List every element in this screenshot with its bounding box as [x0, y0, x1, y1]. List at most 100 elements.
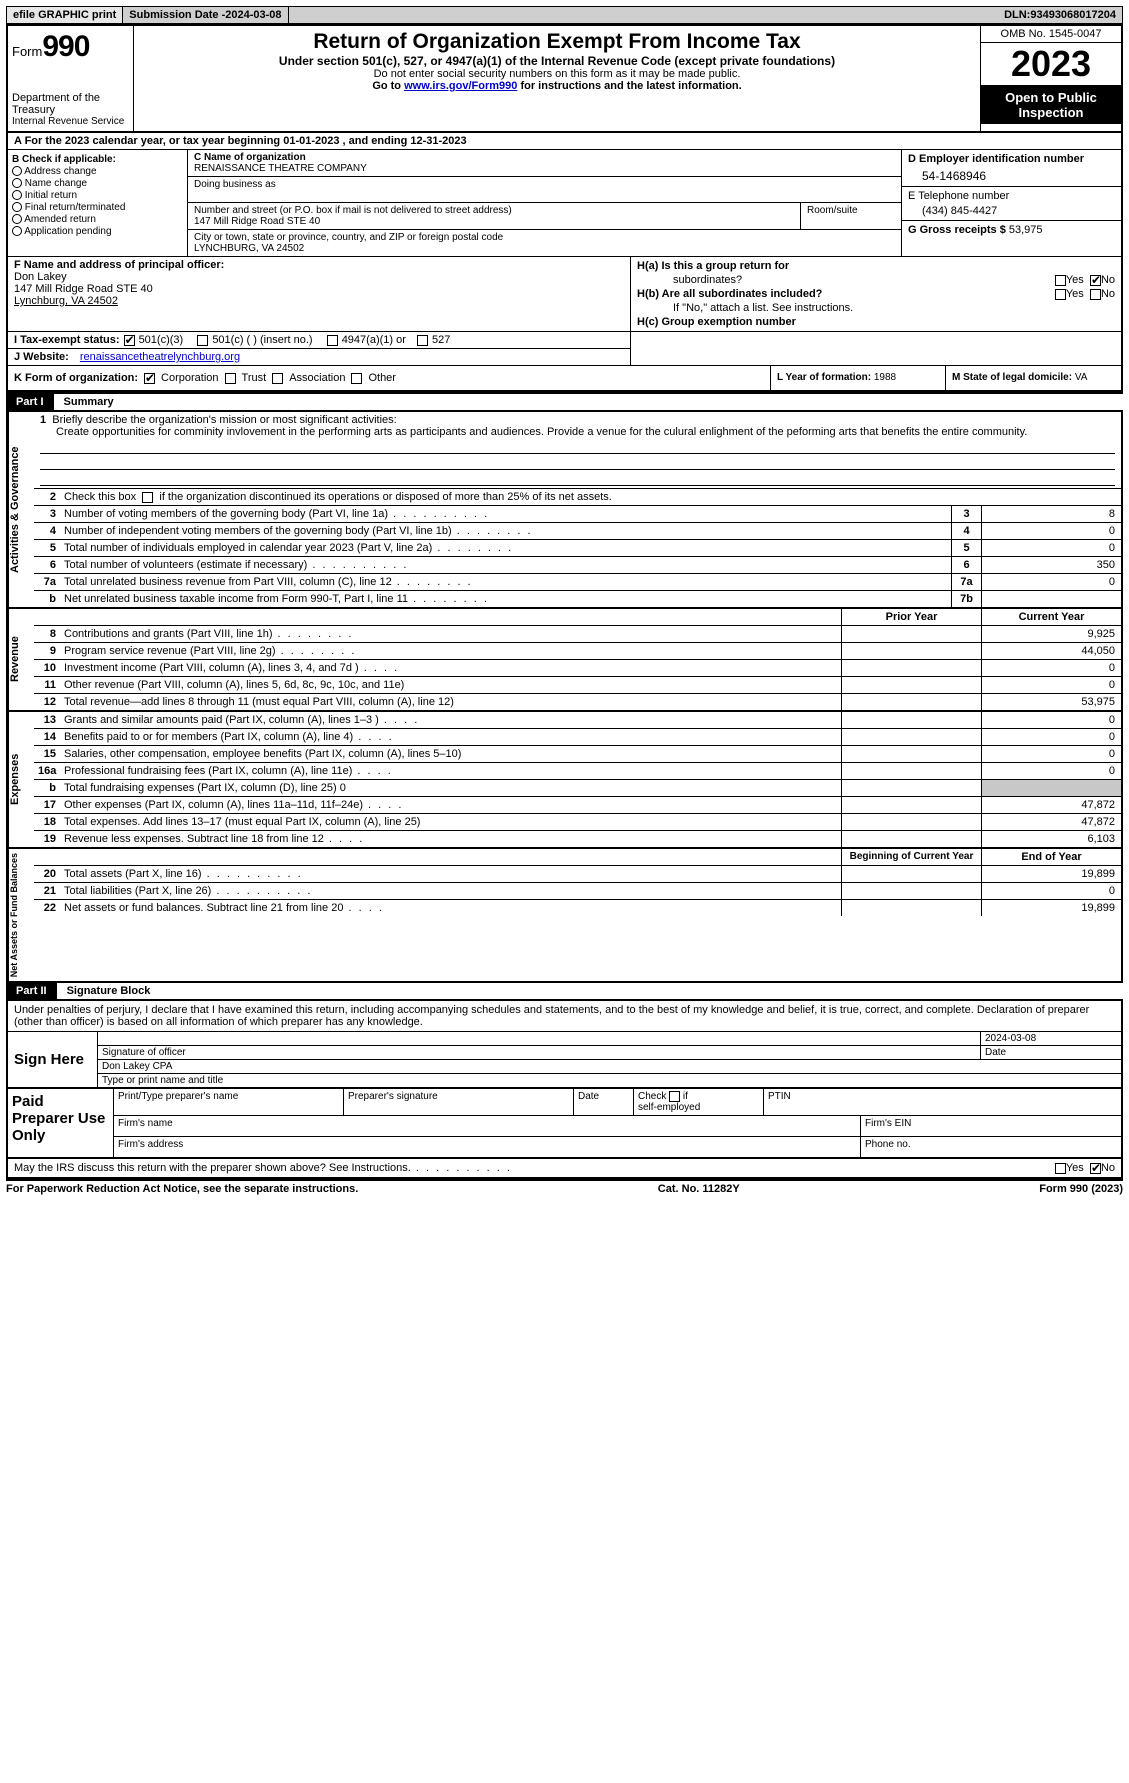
pt-sig: Preparer's signature [344, 1089, 574, 1115]
form-subnote: Do not enter social security numbers on … [140, 68, 974, 80]
section-f: F Name and address of principal officer:… [8, 257, 1121, 332]
cb-name-change[interactable]: Name change [12, 178, 183, 189]
cb-final-return[interactable]: Final return/terminated [12, 202, 183, 213]
ein-cell: D Employer identification number 54-1468… [902, 150, 1121, 187]
room-cell: Room/suite [801, 203, 901, 229]
line7a: Total unrelated business revenue from Pa… [60, 574, 951, 590]
part1-header: Part I Summary [6, 394, 1123, 412]
dept-treasury: Department of the Treasury [12, 92, 129, 116]
form-ref: Form 990 (2023) [1039, 1183, 1123, 1195]
submission-date: Submission Date - 2024-03-08 [123, 7, 288, 23]
line16b: Total fundraising expenses (Part IX, col… [60, 780, 841, 796]
officer-cell: F Name and address of principal officer:… [8, 257, 631, 331]
line2: Check this box if the organization disco… [60, 489, 1121, 505]
hb-yes[interactable] [1055, 289, 1066, 300]
pt-date: Date [574, 1089, 634, 1115]
ha-yes[interactable] [1055, 275, 1066, 286]
ha-label: H(a) Is this a group return for [637, 260, 789, 272]
line22: Net assets or fund balances. Subtract li… [60, 900, 841, 916]
city-cell: City or town, state or province, country… [188, 230, 901, 256]
type-title-label: Type or print name and title [98, 1074, 1121, 1087]
hb-note: If "No," attach a list. See instructions… [637, 301, 1115, 315]
expenses-block: Expenses 13Grants and similar amounts pa… [6, 712, 1123, 849]
paid-preparer: Paid Preparer Use Only Print/Type prepar… [8, 1087, 1121, 1157]
line9: Program service revenue (Part VIII, line… [60, 643, 841, 659]
cb-amended[interactable]: Amended return [12, 214, 183, 225]
activities-governance: Activities & Governance 1 Briefly descri… [6, 412, 1123, 609]
irs-link[interactable]: www.irs.gov/Form990 [404, 80, 517, 92]
website-link[interactable]: renaissancetheatrelynchburg.org [80, 351, 240, 363]
cb-corp[interactable] [144, 373, 155, 384]
form-goto: Go to www.irs.gov/Form990 for instructio… [140, 80, 974, 92]
line11: Other revenue (Part VIII, column (A), li… [60, 677, 841, 693]
sig-date: 2024-03-08 [981, 1032, 1121, 1045]
cb-501c[interactable] [197, 335, 208, 346]
line15: Salaries, other compensation, employee b… [60, 746, 841, 762]
street-cell: Number and street (or P.O. box if mail i… [188, 203, 801, 229]
line8: Contributions and grants (Part VIII, lin… [60, 626, 841, 642]
header-left: Form990 Department of the Treasury Inter… [8, 26, 134, 131]
line12: Total revenue—add lines 8 through 11 (mu… [60, 694, 841, 710]
discuss-yes[interactable] [1055, 1163, 1066, 1174]
cb-self-employed[interactable] [669, 1091, 680, 1102]
year-formation: L Year of formation: 1988 [771, 366, 946, 390]
vtab-revenue: Revenue [8, 609, 34, 710]
open-inspection: Open to Public Inspection [981, 86, 1121, 124]
vtab-activities: Activities & Governance [8, 412, 34, 607]
date-label: Date [981, 1046, 1121, 1059]
firm-name: Firm's name [114, 1116, 861, 1136]
header-right: OMB No. 1545-0047 2023 Open to Public In… [981, 26, 1121, 131]
paid-label: Paid Preparer Use Only [8, 1089, 114, 1157]
cb-trust[interactable] [225, 373, 236, 384]
line19: Revenue less expenses. Subtract line 18 … [60, 831, 841, 847]
mission-block: 1 Briefly describe the organization's mi… [34, 412, 1121, 489]
cb-discontinued[interactable] [142, 492, 153, 503]
cb-app-pending[interactable]: Application pending [12, 226, 183, 237]
cb-527[interactable] [417, 335, 428, 346]
discuss-no[interactable] [1090, 1163, 1101, 1174]
vtab-netassets: Net Assets or Fund Balances [8, 849, 34, 981]
dln: DLN: 93493068017204 [998, 7, 1122, 23]
hc-label: H(c) Group exemption number [637, 316, 796, 328]
cb-initial-return[interactable]: Initial return [12, 190, 183, 201]
ptin: PTIN [764, 1089, 1121, 1115]
part2-header: Part II Signature Block [6, 983, 1123, 1001]
line6: Total number of volunteers (estimate if … [60, 557, 951, 573]
form-word: Form [12, 44, 42, 59]
net-assets-block: Net Assets or Fund Balances Beginning of… [6, 849, 1123, 983]
line20: Total assets (Part X, line 16) [60, 866, 841, 882]
line10: Investment income (Part VIII, column (A)… [60, 660, 841, 676]
line18: Total expenses. Add lines 13–17 (must eq… [60, 814, 841, 830]
signature-block: Under penalties of perjury, I declare th… [6, 1001, 1123, 1159]
vtab-expenses: Expenses [8, 712, 34, 847]
paperwork-notice: For Paperwork Reduction Act Notice, see … [6, 1183, 358, 1195]
topbar: efile GRAPHIC print Submission Date - 20… [6, 6, 1123, 24]
cb-assoc[interactable] [272, 373, 283, 384]
efile-print-button[interactable]: efile GRAPHIC print [7, 7, 123, 23]
line4: Number of independent voting members of … [60, 523, 951, 539]
state-domicile: M State of legal domicile: VA [946, 366, 1121, 390]
ha-no[interactable] [1090, 275, 1101, 286]
website-row: J Website: renaissancetheatrelynchburg.o… [8, 349, 630, 365]
firm-ein: Firm's EIN [861, 1116, 1121, 1136]
line14: Benefits paid to or for members (Part IX… [60, 729, 841, 745]
revenue-block: Revenue Prior YearCurrent Year 8Contribu… [6, 609, 1123, 712]
line16a: Professional fundraising fees (Part IX, … [60, 763, 841, 779]
cb-4947[interactable] [327, 335, 338, 346]
hc-right-spacer [631, 332, 1121, 365]
h-section: H(a) Is this a group return for subordin… [631, 257, 1121, 331]
dba-cell: Doing business as [188, 177, 901, 203]
cb-other[interactable] [351, 373, 362, 384]
pt-self: Check ifself-employed [634, 1089, 764, 1115]
form-title: Return of Organization Exempt From Incom… [140, 30, 974, 54]
hb-no[interactable] [1090, 289, 1101, 300]
line7b: Net unrelated business taxable income fr… [60, 591, 951, 607]
cb-address-change[interactable]: Address change [12, 166, 183, 177]
firm-addr: Firm's address [114, 1137, 861, 1157]
org-name-cell: C Name of organization RENAISSANCE THEAT… [188, 150, 901, 177]
line-a: A For the 2023 calendar year, or tax yea… [8, 133, 1121, 150]
form-number: 990 [42, 30, 89, 63]
cb-501c3[interactable] [124, 335, 135, 346]
hb-label: H(b) Are all subordinates included? [637, 288, 822, 300]
tax-year: 2023 [981, 43, 1121, 86]
